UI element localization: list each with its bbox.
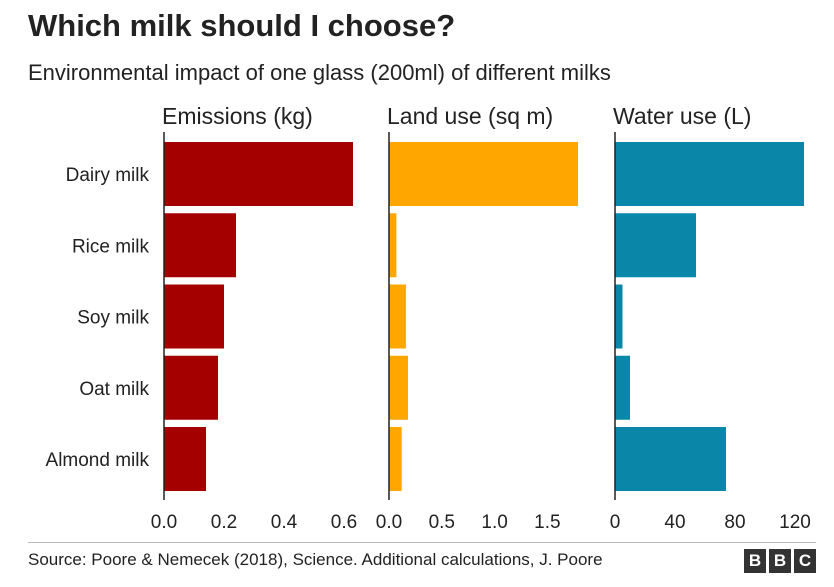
footer-divider [28,542,816,543]
tick-label: 0.4 [271,512,298,533]
tick-label: 40 [664,512,685,533]
chart-title: Which milk should I choose? [28,8,456,43]
bar [389,427,402,491]
bar [389,284,406,349]
tick-label: 1.5 [534,512,560,533]
bar [615,213,696,278]
bar [164,355,218,420]
bar [615,284,623,349]
category-label: Oat milk [79,379,149,400]
bbc-logo: B B C [744,549,816,573]
bar [164,142,353,206]
bar [389,213,397,278]
bar [389,142,578,206]
bar [164,284,224,349]
bar [615,427,726,491]
category-label: Almond milk [46,450,150,471]
bbc-logo-letter: B [744,549,766,573]
panel-title: Land use (sq m) [387,103,553,129]
tick-label: 0.2 [211,512,237,533]
tick-label: 0.0 [376,512,402,533]
bar [389,355,409,420]
category-label: Rice milk [72,236,150,257]
tick-label: 0 [610,512,621,533]
bar [615,142,804,206]
tick-label: 120 [779,512,811,533]
bbc-logo-letter: C [794,549,816,573]
tick-label: 0.6 [331,512,357,533]
bar [164,213,236,278]
bbc-logo-letter: B [769,549,791,573]
bar [615,355,630,420]
chart-subtitle: Environmental impact of one glass (200ml… [28,60,611,85]
tick-label: 0.0 [151,512,177,533]
bar-chart: Dairy milk Rice milk Soy milk Oat milk Almon… [46,103,811,533]
tick-label: 1.0 [481,512,507,533]
panel-title: Water use (L) [613,103,751,129]
category-label: Soy milk [77,308,149,329]
panel-title: Emissions (kg) [162,103,313,129]
category-label: Dairy milk [66,165,150,186]
tick-label: 80 [724,512,745,533]
source-note: Source: Poore & Nemecek (2018), Science.… [28,550,603,569]
bar [164,427,206,491]
tick-label: 0.5 [429,512,455,533]
